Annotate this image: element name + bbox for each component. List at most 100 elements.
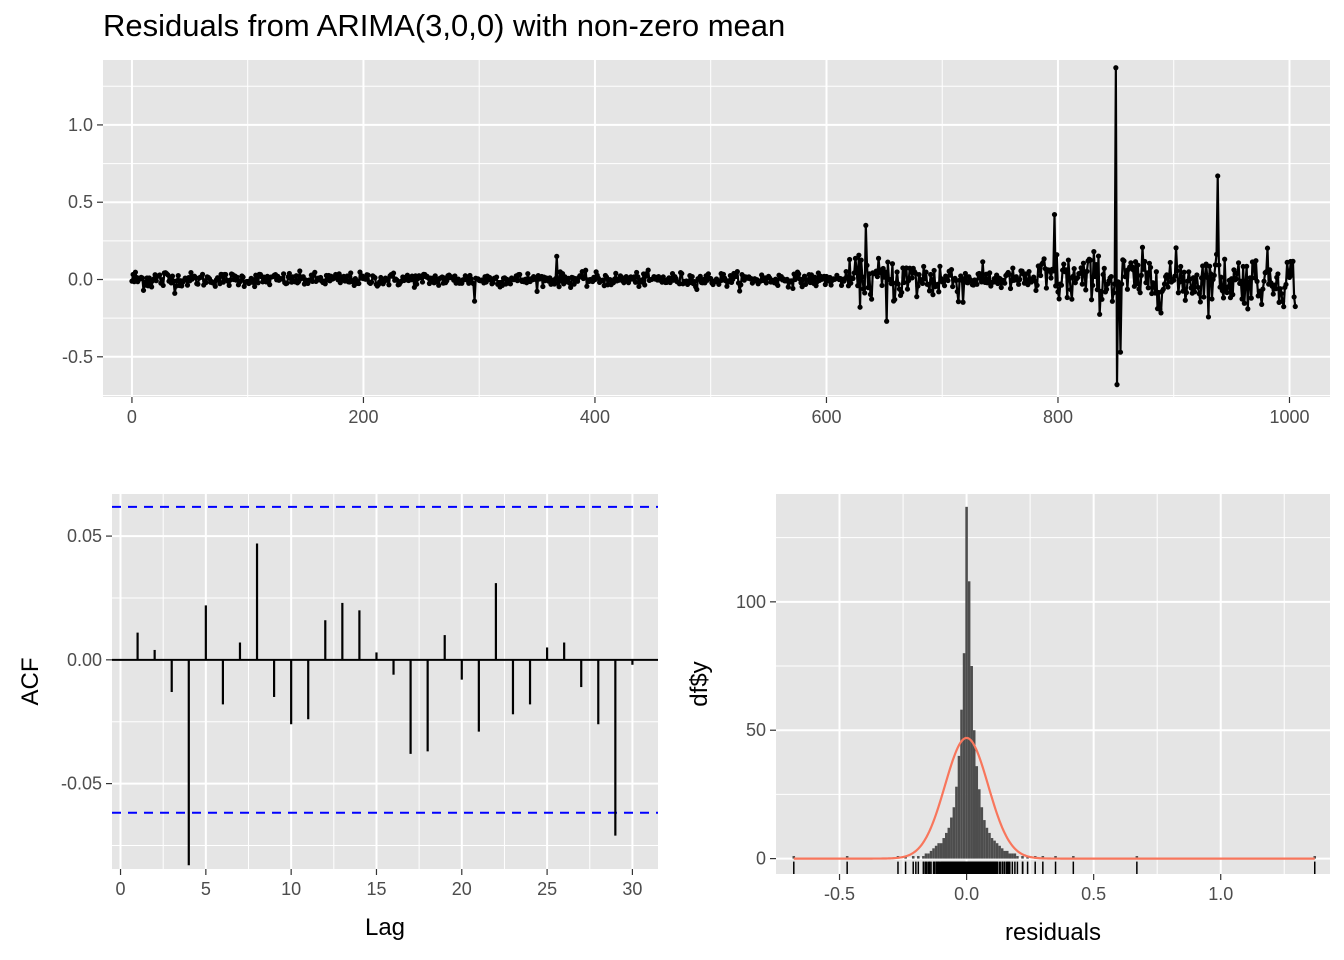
ts-data-point bbox=[921, 263, 927, 270]
ts-data-point bbox=[1054, 252, 1060, 258]
ts-data-point bbox=[1036, 265, 1043, 271]
ts-data-point bbox=[930, 292, 936, 298]
ts-data-point bbox=[1253, 258, 1259, 264]
hist-bar bbox=[962, 653, 966, 859]
ts-data-point bbox=[915, 283, 921, 289]
ts-data-point bbox=[955, 299, 962, 305]
ts-data-point bbox=[697, 273, 703, 279]
hist-bar bbox=[934, 845, 938, 859]
ts-data-point bbox=[724, 283, 730, 289]
ts-data-point bbox=[223, 271, 229, 278]
ts-data-point bbox=[960, 299, 966, 305]
ts-data-point bbox=[899, 289, 905, 296]
hist-y-tick-label: 0 bbox=[756, 849, 766, 869]
hist-bar bbox=[792, 856, 796, 859]
ts-data-point bbox=[1091, 249, 1097, 255]
ts-data-point bbox=[169, 273, 176, 279]
ts-data-point bbox=[1145, 285, 1151, 291]
ts-data-point bbox=[1175, 290, 1181, 296]
ts-data-point bbox=[1234, 270, 1240, 276]
ts-data-point bbox=[1193, 279, 1199, 285]
ts-data-point bbox=[583, 267, 589, 273]
hist-bar bbox=[955, 786, 958, 859]
ts-y-tick-label: 0.0 bbox=[68, 270, 93, 290]
ts-data-point bbox=[1121, 258, 1127, 264]
ts-data-point bbox=[184, 282, 191, 288]
ts-data-point bbox=[1283, 281, 1289, 288]
ts-data-point bbox=[1238, 278, 1244, 284]
ts-data-point bbox=[734, 269, 740, 275]
ts-data-point bbox=[785, 284, 791, 290]
acf-x-tick-label: 0 bbox=[116, 879, 126, 899]
ts-data-point bbox=[188, 270, 194, 276]
hist-y-tick-label: 100 bbox=[736, 592, 766, 612]
ts-data-point bbox=[1128, 260, 1134, 266]
hist-bar bbox=[970, 666, 973, 859]
ts-data-point bbox=[1183, 289, 1190, 296]
ts-data-point bbox=[995, 280, 1001, 287]
ts-data-point bbox=[356, 280, 362, 287]
ts-data-point bbox=[1281, 304, 1287, 310]
hist-bar bbox=[993, 840, 996, 859]
ts-data-point bbox=[1144, 270, 1150, 276]
ts-data-point bbox=[149, 284, 155, 290]
ts-data-point bbox=[157, 272, 163, 278]
ts-data-point bbox=[937, 263, 943, 269]
ts-data-point bbox=[1130, 267, 1136, 273]
ts-data-point bbox=[1016, 281, 1022, 287]
ts-data-point bbox=[694, 286, 700, 292]
ts-data-point bbox=[1069, 296, 1075, 302]
ts-data-point bbox=[1289, 272, 1295, 278]
ts-data-point bbox=[1153, 269, 1159, 275]
ts-data-point bbox=[1033, 287, 1039, 294]
ts-data-point bbox=[517, 271, 523, 278]
ts-data-point bbox=[175, 273, 181, 279]
acf-x-tick-label: 15 bbox=[366, 879, 386, 899]
ts-data-point bbox=[1222, 256, 1228, 262]
hist-bar bbox=[1016, 856, 1019, 859]
ts-data-point bbox=[1068, 286, 1074, 293]
ts-data-point bbox=[1181, 269, 1187, 275]
ts-data-point bbox=[875, 255, 882, 261]
ts-data-point bbox=[1084, 268, 1090, 274]
ts-data-point bbox=[1109, 298, 1115, 304]
ts-data-point bbox=[1151, 284, 1157, 290]
ts-data-point bbox=[945, 277, 951, 284]
ts-data-point bbox=[691, 278, 698, 285]
ts-data-point bbox=[490, 280, 496, 286]
ts-data-point bbox=[987, 270, 993, 276]
hist-bar bbox=[1021, 856, 1024, 859]
ts-data-point bbox=[1194, 272, 1200, 278]
acf-y-tick-label: -0.05 bbox=[61, 774, 102, 794]
hist-x-tick-label: 1.0 bbox=[1208, 884, 1233, 904]
ts-data-point bbox=[534, 288, 540, 294]
ts-data-point bbox=[929, 277, 935, 283]
ts-data-point bbox=[1165, 284, 1171, 290]
ts-data-point bbox=[1006, 271, 1012, 278]
hist-bar bbox=[990, 838, 994, 859]
hist-bar bbox=[1072, 856, 1075, 859]
ts-data-point bbox=[1063, 267, 1069, 273]
ts-data-point bbox=[297, 268, 303, 274]
hist-bar bbox=[988, 832, 991, 859]
ts-data-point bbox=[312, 269, 318, 275]
hist-bar bbox=[1135, 856, 1139, 859]
ts-data-point bbox=[1113, 65, 1119, 71]
ts-data-point bbox=[1257, 291, 1264, 298]
ts-data-point bbox=[419, 279, 426, 285]
ts-data-point bbox=[140, 287, 147, 293]
ts-data-point bbox=[904, 286, 911, 292]
ts-data-point bbox=[159, 277, 165, 283]
ts-data-point bbox=[887, 276, 893, 283]
hist-bar bbox=[1008, 853, 1012, 859]
ts-data-point bbox=[916, 272, 922, 278]
ts-data-point bbox=[858, 257, 864, 263]
ts-data-point bbox=[363, 276, 369, 282]
ts-data-point bbox=[1264, 245, 1271, 251]
ts-data-point bbox=[1172, 273, 1178, 279]
ts-data-point bbox=[642, 282, 648, 288]
ts-data-point bbox=[1080, 260, 1087, 266]
ts-data-point bbox=[344, 273, 350, 279]
ts-data-point bbox=[1231, 267, 1237, 273]
ts-data-point bbox=[1117, 349, 1124, 355]
